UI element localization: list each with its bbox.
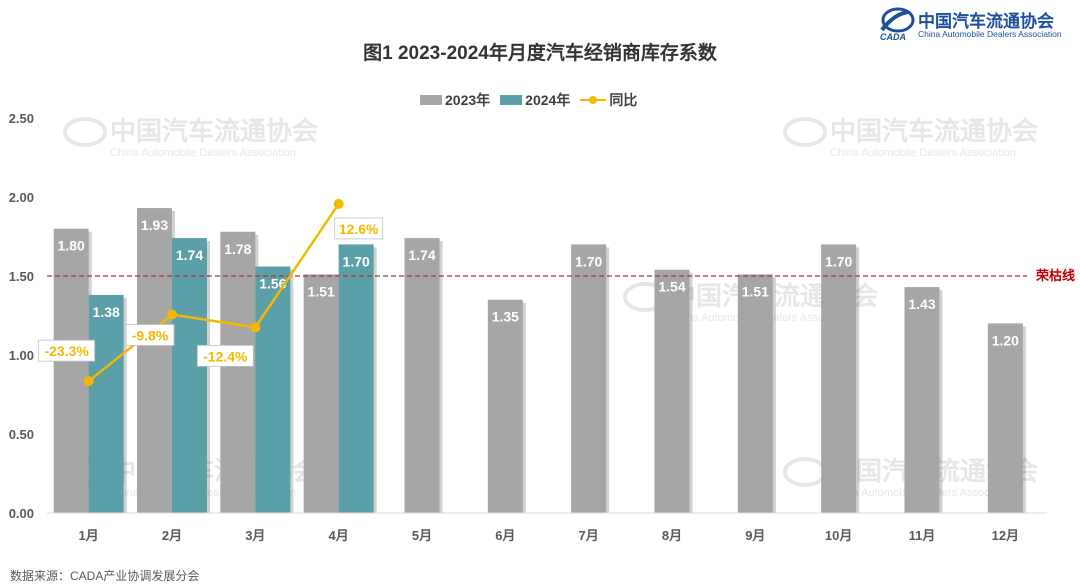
- chart-legend: 2023年 2024年 同比: [420, 90, 637, 110]
- watermark-icon: [783, 117, 827, 147]
- yoy-label: 12.6%: [339, 221, 379, 237]
- bar-2023: [137, 208, 172, 513]
- x-tick-label: 12月: [992, 528, 1019, 543]
- yoy-line-group: -23.3% -9.8% -12.4% 12.6%: [38, 198, 384, 387]
- legend-label-2023: 2023年: [445, 92, 491, 108]
- bar-2023: [904, 287, 940, 513]
- logo-chinese-name: 中国汽车流通协会: [918, 12, 1054, 31]
- yoy-point: [167, 309, 177, 320]
- x-tick-label: 4月: [329, 528, 349, 543]
- bar-value-label-2023: 1.43: [908, 296, 935, 312]
- bar-value-label-2023: 1.51: [742, 283, 769, 299]
- cada-logo-icon: CADA: [880, 7, 915, 42]
- bar-2024: [255, 266, 291, 513]
- bar-value-label-2023: 1.20: [992, 332, 1019, 348]
- watermark-text: China Automobile Dealers Association: [110, 147, 296, 159]
- watermark-text: 中国汽车流通协会: [830, 116, 1038, 146]
- cada-logo: CADA 中国汽车流通协会 China Automobile Dealers A…: [872, 4, 1072, 44]
- legend-label-yoy: 同比: [609, 92, 638, 108]
- yoy-point: [83, 376, 94, 387]
- x-tick-label: 7月: [579, 528, 599, 543]
- yoy-label: -23.3%: [44, 343, 89, 359]
- y-tick-label: 0.50: [9, 427, 34, 442]
- bar-value-label-2024: 1.38: [93, 304, 120, 320]
- y-tick-label: 2.00: [9, 190, 34, 205]
- yoy-label: -12.4%: [203, 348, 248, 364]
- bars: 1.80 1.93 1.78 1.51 1.74 1.35 1.70 1.54 1.51 1.70…: [53, 208, 1026, 513]
- chart-title: 图1 2023-2024年月度汽车经销商库存系数: [363, 43, 717, 64]
- x-tick-label: 3月: [245, 528, 265, 543]
- x-axis: 1月 2月 3月 4月 5月 6月 7月 8月 9月 10月 11月 12月: [47, 512, 1047, 543]
- yoy-point: [333, 198, 344, 209]
- bar-value-label-2024: 1.70: [343, 253, 370, 269]
- bar-2023: [303, 274, 339, 513]
- svg-text:CADA: CADA: [880, 32, 906, 42]
- bar-2023: [987, 323, 1023, 513]
- y-tick-label: 0.00: [9, 506, 34, 521]
- yoy-label: -9.8%: [132, 328, 169, 344]
- watermark-icon: [63, 117, 107, 147]
- y-tick-label: 1.00: [9, 348, 34, 363]
- bar-2023: [654, 269, 690, 513]
- x-tick-label: 10月: [825, 528, 852, 543]
- bar-2024: [338, 244, 374, 513]
- bar-2023: [821, 244, 857, 513]
- bar-value-label-2023: 1.70: [825, 253, 852, 269]
- bar-value-label-2023: 1.74: [408, 247, 435, 263]
- x-tick-label: 6月: [495, 528, 515, 543]
- watermark-text: 中国汽车流通协会: [110, 116, 318, 146]
- x-tick-label: 11月: [909, 528, 936, 543]
- legend-item-2024: 2024年: [500, 90, 570, 110]
- y-tick-label: 2.50: [9, 111, 34, 126]
- x-tick-label: 5月: [412, 528, 432, 543]
- x-tick-label: 9月: [745, 528, 765, 543]
- yoy-line: [87, 203, 340, 383]
- bar-value-label-2023: 1.70: [575, 253, 602, 269]
- bar-2024: [88, 294, 124, 513]
- threshold-line-group: 荣枯线: [47, 268, 1075, 283]
- bar-2023: [487, 299, 523, 513]
- yoy-label-box: [196, 344, 254, 367]
- bar-value-label-2023: 1.51: [308, 283, 335, 299]
- watermark-icon: [783, 457, 827, 487]
- bar-2023: [737, 274, 773, 513]
- legend-swatch-yoy: [580, 96, 607, 104]
- legend-item-2023: 2023年: [420, 90, 490, 110]
- bar-2023: [53, 228, 89, 513]
- bar-value-label-2024: 1.56: [259, 276, 286, 292]
- data-source-note: 数据来源：CADA产业协调发展分会: [10, 569, 200, 583]
- bar-2023: [220, 231, 256, 513]
- bar-value-label-2023: 1.80: [58, 238, 85, 254]
- legend-label-2024: 2024年: [525, 92, 571, 108]
- bar-2023: [571, 244, 607, 513]
- bar-value-label-2023: 1.35: [492, 309, 519, 325]
- legend-item-yoy: 同比: [580, 90, 637, 110]
- legend-swatch-2023: [420, 95, 442, 105]
- bar-value-label-2023: 1.78: [224, 241, 251, 257]
- yoy-label-box: [125, 324, 175, 346]
- y-tick-label: 1.50: [9, 269, 34, 284]
- yoy-label-box: [38, 339, 96, 362]
- legend-swatch-2024: [500, 95, 523, 105]
- bar-value-label-2023: 1.93: [141, 217, 168, 233]
- yoy-label-box: [334, 217, 384, 240]
- x-tick-label: 8月: [662, 528, 682, 543]
- bar-2024: [172, 238, 207, 513]
- bar-value-label-2024: 1.74: [176, 247, 203, 263]
- yoy-point: [250, 322, 261, 333]
- x-tick-label: 2月: [162, 528, 182, 543]
- logo-english-name: China Automobile Dealers Association: [918, 29, 1062, 39]
- x-tick-label: 1月: [79, 528, 99, 543]
- watermark-text: China Automobile Dealers Association: [830, 147, 1016, 159]
- bar-value-label-2023: 1.54: [658, 279, 685, 295]
- y-axis: 2.50 2.00 1.50 1.00 0.50 0.00: [9, 111, 34, 521]
- bar-2023: [404, 238, 440, 513]
- threshold-label: 荣枯线: [1035, 268, 1075, 283]
